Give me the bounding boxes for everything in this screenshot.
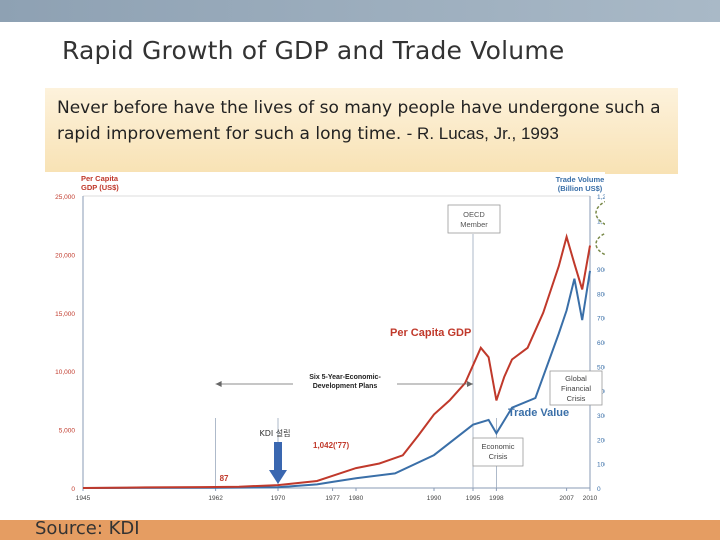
right-axis-title-line-0: Trade Volume (556, 175, 605, 184)
quote-box (45, 88, 678, 174)
right-tick-label: 500 (597, 364, 605, 371)
gdp-2010-bubble (595, 232, 605, 256)
right-axis-title-line-1: (Billion US$) (558, 184, 603, 193)
plans-arrow-right (467, 381, 473, 387)
footer-bar (0, 520, 720, 540)
right-tick-label: 900 (597, 267, 605, 274)
kdi-arrow-shaft (274, 442, 282, 470)
plans-label-line-1: Development Plans (313, 383, 378, 390)
left-axis-title-line-0: Per Capita (81, 174, 119, 183)
right-tick-label: 0 (597, 486, 601, 493)
right-tick-label: 300 (597, 413, 605, 420)
right-tick-label: 1,200 (597, 194, 605, 201)
slide-title: Rapid Growth of GDP and Trade Volume (62, 36, 565, 65)
plans-arrow-left (215, 381, 222, 387)
left-tick-label: 15,000 (55, 311, 75, 318)
oecd-label-line-1: Member (460, 220, 488, 229)
trade-series-label: Trade Value (508, 407, 569, 419)
right-tick-label: 600 (597, 340, 605, 347)
quote: Never before have the lives of so many p… (57, 96, 677, 147)
x-tick-label: 1980 (349, 495, 364, 502)
x-tick-label: 1995 (466, 495, 481, 502)
x-tick-label: 1962 (208, 495, 223, 502)
oecd-label-line-0: OECD (463, 210, 485, 219)
left-tick-label: 20,000 (55, 252, 75, 259)
x-tick-label: 1998 (489, 495, 504, 502)
left-tick-label: 0 (71, 486, 75, 493)
x-tick-label: 2007 (559, 495, 574, 502)
right-tick-label: 100 (597, 462, 605, 469)
trade-value-line (82, 270, 591, 489)
quote-text: Never before have the lives of so many p… (57, 98, 661, 144)
kdi-label: KDI 설립 (259, 428, 290, 438)
right-tick-label: 700 (597, 316, 605, 323)
left-axis-title-line-1: GDP (US$) (81, 183, 119, 192)
econ-crisis-label-line-1: Crisis (489, 452, 508, 461)
oecd-box (447, 204, 501, 234)
source-note: Source: KDI (35, 518, 140, 539)
left-tick-label: 10,000 (55, 369, 75, 376)
econ-crisis-label-line-0: Economic (482, 442, 515, 451)
right-tick-label: 800 (597, 291, 605, 298)
plans-label-bg (293, 371, 397, 393)
gfc-label-line-2: Crisis (567, 394, 586, 403)
header-bar (0, 0, 720, 22)
per-capita-gdp-line (82, 233, 591, 489)
x-tick-label: 1970 (271, 495, 286, 502)
econ-crisis-box (472, 437, 524, 467)
x-tick-label: 1945 (76, 495, 91, 502)
plans-label-line-0: Six 5-Year-Economic- (309, 374, 381, 381)
left-tick-label: 5,000 (59, 428, 76, 435)
gfc-label-line-0: Global (565, 374, 587, 383)
left-tick-label: 25,000 (55, 194, 75, 201)
gfc-box (549, 370, 603, 406)
gfc-label-line-1: Financial (561, 384, 591, 393)
x-tick-label: 1990 (427, 495, 442, 502)
gdp-1962-label: 87 (220, 474, 229, 483)
trade-2010-bubble (595, 200, 605, 226)
quote-author: - R. Lucas, Jr., 1993 (406, 124, 559, 143)
x-tick-label: 2010 (583, 495, 598, 502)
x-tick-label: 1977 (325, 495, 340, 502)
gdp-series-label: Per Capita GDP (390, 327, 471, 339)
gdp-1977-label: 1,042('77) (313, 441, 349, 450)
kdi-arrow-head (269, 470, 287, 484)
right-tick-label: 200 (597, 437, 605, 444)
